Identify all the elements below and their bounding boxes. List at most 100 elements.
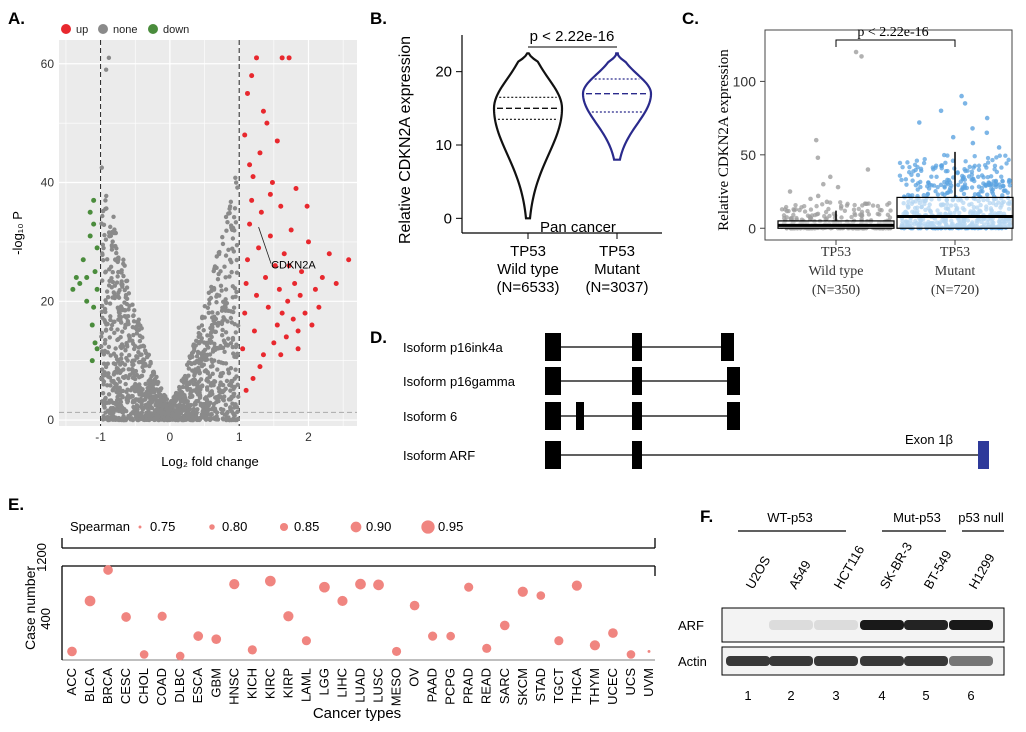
point-none <box>144 354 150 360</box>
jitter-point <box>779 207 785 212</box>
point-up <box>242 132 248 138</box>
jitter-point <box>997 153 1003 158</box>
point-up <box>254 292 260 298</box>
point-none <box>132 399 137 404</box>
bubble-point <box>554 636 564 646</box>
point-up <box>302 310 308 316</box>
point-none <box>217 388 223 393</box>
exon-1beta-block <box>978 441 989 469</box>
category-label-e: HNSC <box>226 668 241 705</box>
point-none <box>123 381 128 387</box>
tick-label-y: 40 <box>41 176 55 190</box>
point-none <box>114 250 119 256</box>
outlier-point <box>813 137 819 143</box>
point-none <box>152 376 158 382</box>
axis-label-x-e: Cancer types <box>313 705 401 722</box>
jitter-point <box>911 169 916 174</box>
panel-label-f: F. <box>700 507 713 526</box>
point-none <box>176 412 181 418</box>
jitter-point <box>985 160 991 165</box>
point-none <box>132 343 138 349</box>
point-none <box>174 391 179 396</box>
jitter-point <box>875 203 881 209</box>
panel-label-e: E. <box>8 495 24 514</box>
jitter-point <box>877 207 883 213</box>
point-up <box>258 209 264 215</box>
point-none <box>128 416 133 421</box>
point-up <box>278 352 284 358</box>
point-up <box>295 346 301 352</box>
point-none <box>103 198 108 203</box>
exon-block <box>632 333 642 361</box>
point-none <box>111 415 116 421</box>
point-none <box>132 376 138 382</box>
exon-block <box>727 402 740 430</box>
outlier-point <box>865 167 871 172</box>
point-none <box>108 224 113 230</box>
point-none <box>100 303 105 309</box>
jitter-point <box>1005 190 1010 195</box>
category-label-e: BLCA <box>82 668 97 702</box>
isoform-label: Isoform p16ink4a <box>403 340 503 355</box>
point-none <box>206 402 212 407</box>
blot-group-label: Mut-p53 <box>893 510 941 525</box>
point-none <box>190 350 196 355</box>
category-label-e: ESCA <box>190 668 205 704</box>
point-none <box>112 330 117 336</box>
point-none <box>216 399 221 404</box>
axis-label-y-b: Relative CDKN2A expression <box>397 36 414 244</box>
outlier-point <box>984 130 990 136</box>
jitter-point <box>976 163 982 168</box>
point-none <box>138 344 144 349</box>
legend-marker <box>61 24 71 34</box>
exon-block <box>632 441 642 469</box>
point-none <box>108 353 113 358</box>
point-none <box>218 283 224 289</box>
plot-c-frame <box>764 29 1013 241</box>
point-none <box>100 377 105 382</box>
legend-marker <box>98 24 108 34</box>
jitter-point <box>931 183 937 188</box>
point-up <box>326 251 332 257</box>
outlier-point <box>970 126 975 131</box>
point-none <box>210 391 215 397</box>
blot-band <box>904 620 948 630</box>
point-up <box>286 55 292 61</box>
category-label-e: KIRC <box>262 668 277 699</box>
jitter-point <box>914 158 920 163</box>
blot-lane-label: BT-549 <box>921 548 955 592</box>
point-none <box>222 264 227 269</box>
bubble-point <box>157 611 167 621</box>
point-up <box>279 310 285 316</box>
jitter-point <box>958 179 964 184</box>
point-none <box>109 378 114 384</box>
point-up <box>269 180 275 186</box>
point-none <box>131 332 136 338</box>
category-label-e: LGG <box>316 668 331 695</box>
point-none <box>115 327 120 332</box>
point-none <box>186 366 192 371</box>
point-none <box>230 337 236 342</box>
point-none <box>192 373 197 378</box>
bubble-point <box>626 650 636 659</box>
point-none <box>206 379 211 384</box>
bubble-point <box>67 646 77 657</box>
point-none <box>225 220 230 225</box>
category-label-e: READ <box>479 668 494 704</box>
legend-label: 0.90 <box>366 519 391 534</box>
outlier-point <box>835 184 841 190</box>
jitter-point <box>856 206 861 212</box>
point-up <box>264 120 270 126</box>
jitter-point <box>963 159 968 164</box>
category-label-e: THYM <box>587 668 602 705</box>
point-none <box>116 310 122 315</box>
jitter-point <box>865 208 870 214</box>
point-none <box>223 275 228 280</box>
blot-lane-label: A549 <box>786 558 814 592</box>
point-none <box>105 383 110 388</box>
point-none <box>166 411 171 417</box>
point-none <box>132 388 138 393</box>
point-none <box>207 374 213 379</box>
category-label-b: Wild type <box>497 261 559 278</box>
point-none <box>223 287 229 292</box>
